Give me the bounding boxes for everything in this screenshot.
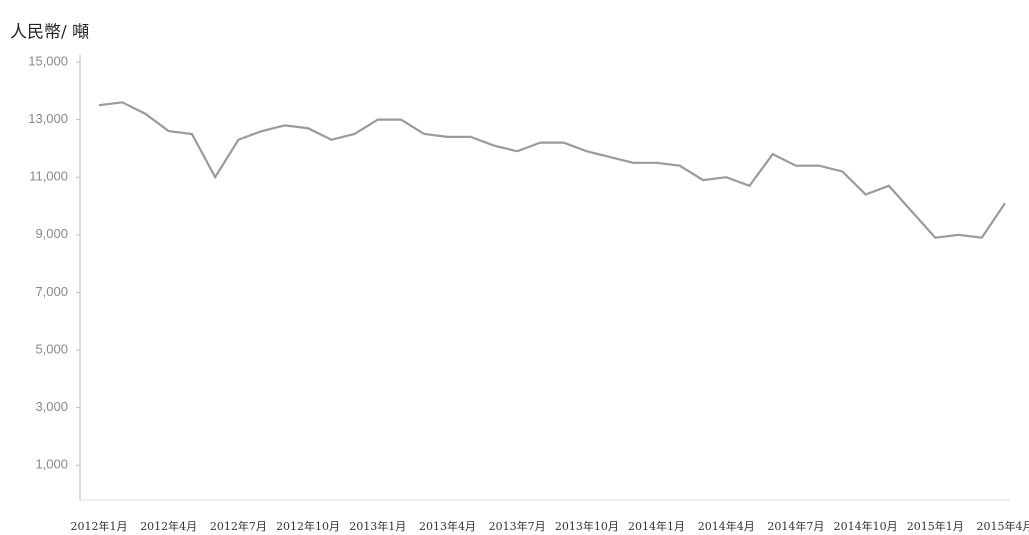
- y-axis-title: 人民幣/ 噸: [10, 23, 89, 43]
- x-tick-label: 2014年4月: [698, 519, 755, 533]
- x-tick-label: 2013年1月: [349, 519, 406, 533]
- y-tick-label: 7,000: [35, 284, 68, 299]
- y-tick-label: 15,000: [28, 53, 68, 68]
- x-tick-label: 2015年4月: [977, 519, 1029, 533]
- x-tick-label: 2012年7月: [210, 519, 267, 533]
- x-tick-label: 2013年7月: [489, 519, 546, 533]
- y-tick-label: 11,000: [29, 169, 68, 184]
- y-tick-label: 9,000: [35, 226, 68, 241]
- x-tick-label: 2015年1月: [907, 519, 964, 533]
- x-tick-label: 2013年10月: [555, 519, 619, 533]
- x-tick-label: 2013年4月: [419, 519, 476, 533]
- x-tick-label: 2014年10月: [834, 519, 898, 533]
- y-tick-label: 13,000: [28, 111, 68, 126]
- y-tick-label: 3,000: [35, 399, 68, 414]
- x-tick-label: 2012年10月: [276, 519, 340, 533]
- x-tick-label: 2014年1月: [628, 519, 685, 533]
- y-tick-label: 5,000: [35, 341, 68, 356]
- price-line: [98, 101, 1006, 239]
- x-tick-label: 2014年7月: [767, 519, 824, 533]
- y-tick-label: 1,000: [35, 457, 68, 472]
- x-tick-label: 2012年1月: [71, 519, 128, 533]
- x-tick-label: 2012年4月: [140, 519, 197, 533]
